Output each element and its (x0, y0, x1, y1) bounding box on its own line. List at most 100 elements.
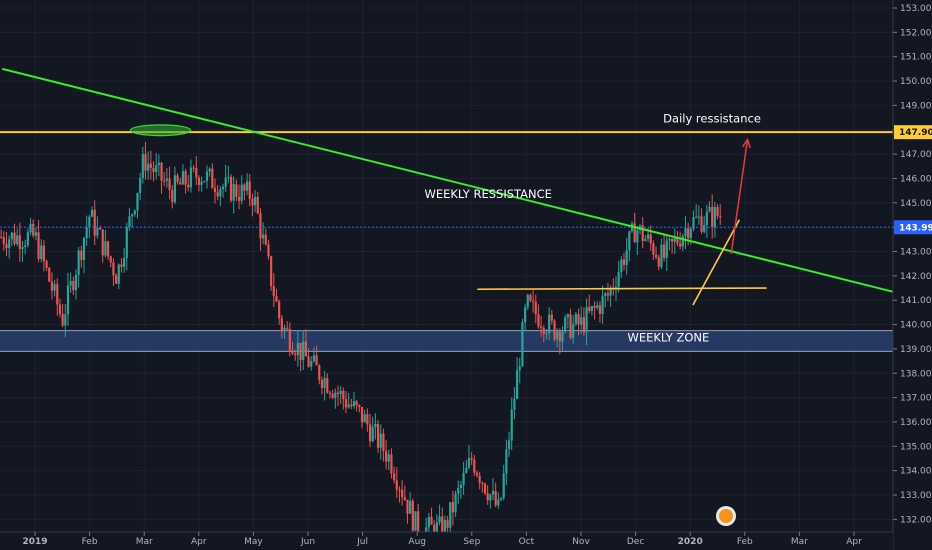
candle-body (34, 232, 37, 236)
time-tick-label: Apr (846, 537, 862, 547)
annotation-daily-resistance[interactable]: Daily ressistance (663, 111, 761, 125)
candle-body (695, 216, 698, 218)
candle-body (235, 184, 238, 197)
candle-body (379, 433, 382, 448)
price-tag-label: 143.995 (899, 223, 932, 233)
candle-body (505, 449, 508, 474)
rising-trendline[interactable] (692, 219, 741, 306)
price-tick-label: 147.000 (900, 150, 932, 160)
weekly-zone-rect[interactable] (0, 330, 893, 352)
highlight-ellipse-shape[interactable] (129, 124, 192, 137)
price-tick-label: 145.000 (900, 199, 932, 209)
candle-body (77, 250, 80, 275)
trendlines[interactable] (1, 67, 898, 306)
candle-body (163, 180, 166, 182)
candle-body (628, 231, 631, 251)
candle-body (593, 306, 596, 308)
candle-body (483, 483, 487, 494)
price-tick-label: 139.000 (900, 345, 932, 355)
candle-body (24, 245, 27, 248)
candle-body (566, 314, 569, 318)
weekly-resistance-trendline[interactable] (1, 67, 898, 294)
candle-body (248, 181, 251, 199)
candle-body (673, 238, 676, 242)
candle-body (689, 228, 692, 239)
candle-body (553, 320, 556, 340)
candle-body (446, 520, 449, 528)
candle-body (366, 414, 369, 425)
annotation-weekly-zone[interactable]: WEEKLY ZONE (627, 331, 709, 345)
candle-body (331, 394, 334, 398)
candle-body (171, 189, 174, 203)
candle-body (53, 284, 56, 291)
candle-body (374, 423, 377, 428)
candle-body (320, 379, 324, 388)
candle-body (441, 516, 444, 538)
candle-body (443, 520, 446, 538)
candle-body (117, 264, 120, 284)
candle-body (259, 213, 262, 239)
candle-body (213, 188, 217, 193)
candle-body (491, 490, 495, 495)
candle-body (708, 206, 711, 212)
candle-body (644, 238, 647, 242)
time-tick-label: Sep (463, 537, 480, 547)
candle-body (109, 256, 112, 263)
candle-body (569, 314, 572, 338)
candle-body (393, 473, 396, 481)
time-tick-label: Jun (300, 537, 315, 547)
annotation-weekly-resistance[interactable]: WEEKLY RESSISTANCE (424, 187, 551, 201)
candle-body (585, 307, 588, 333)
candle-body (136, 192, 139, 211)
candle-body (106, 241, 110, 257)
candle-body (457, 488, 460, 494)
candle-body (459, 484, 463, 489)
candle-body (173, 175, 177, 203)
price-tick-label: 135.000 (900, 442, 932, 452)
projection-arrow[interactable] (730, 137, 751, 255)
candle-body (657, 257, 660, 267)
candle-body (502, 473, 505, 498)
logo-inner (719, 509, 733, 523)
candle-body (363, 414, 366, 423)
candle-body (494, 490, 497, 506)
candle-body (200, 181, 203, 185)
highlight-ellipse[interactable] (129, 124, 192, 137)
candle-body (697, 216, 700, 218)
time-tick-label: Mar (136, 537, 153, 547)
candle-body (614, 286, 618, 289)
candle-body (499, 497, 503, 500)
candle-body (56, 284, 59, 305)
candle-body (275, 296, 278, 302)
candle-body (240, 184, 243, 201)
candle-body (390, 454, 393, 474)
arrow-head (741, 137, 751, 149)
price-tick-label: 140.000 (900, 321, 932, 331)
candle-body (318, 365, 321, 380)
time-axis[interactable]: 2019 Feb Mar Apr May Jun Jul Aug Sep Oct Nov Dec 202… (0, 531, 893, 550)
candle-body (176, 175, 179, 183)
candle-body (475, 472, 479, 476)
price-tick-label: 132.000 (900, 515, 932, 525)
candle-body (542, 328, 545, 334)
candle-body (545, 333, 548, 335)
candle-body (66, 285, 70, 315)
candle-body (229, 176, 233, 201)
annotations[interactable]: Daily ressistance WEEKLY RESSISTANCE WEEKL… (424, 111, 760, 344)
candle-body (454, 493, 457, 513)
candle-body (312, 355, 316, 362)
candle-body (120, 264, 123, 267)
candle-body (219, 189, 222, 197)
candle-body (350, 404, 353, 407)
candle-body (692, 217, 695, 229)
candle-body (272, 286, 275, 297)
candle-body (114, 275, 118, 284)
candle-body (184, 171, 187, 185)
candle-body (245, 181, 249, 191)
support-line[interactable] (477, 287, 767, 291)
candle-body (590, 306, 594, 311)
price-axis[interactable]: 153.000152.000151.000150.000149.000148.0… (892, 0, 932, 550)
candle-body (371, 427, 374, 442)
